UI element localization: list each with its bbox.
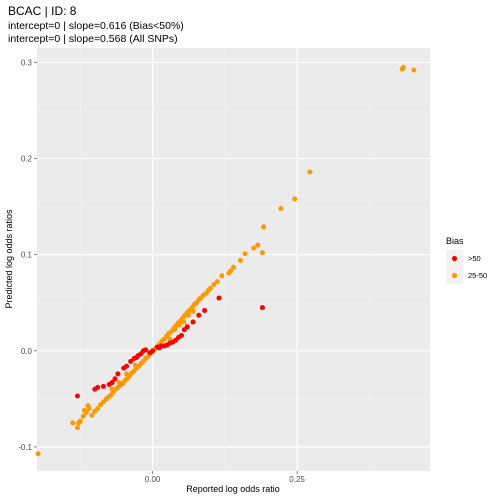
legend-key-25-50: [451, 272, 458, 279]
data-point-25-50: [132, 362, 138, 368]
data-point-25-50: [74, 425, 80, 431]
data-point-50: [196, 312, 202, 318]
data-point-25-50: [81, 407, 87, 413]
data-point-25-50: [70, 420, 76, 426]
data-point-50: [181, 327, 187, 333]
data-point-25-50: [214, 279, 220, 285]
data-point-50: [131, 356, 137, 362]
data-point-50: [259, 305, 265, 311]
data-point-25-50: [76, 420, 82, 426]
y-axis-ticks: -0.1 0.0 0.1 0.2 0.3: [18, 58, 37, 452]
data-point-50: [106, 381, 112, 387]
y-axis-label: Predicted log odds ratios: [4, 209, 14, 309]
data-point-25-50: [181, 319, 187, 325]
data-point-50: [216, 295, 222, 301]
data-point-25-50: [259, 250, 265, 256]
data-point-25-50: [92, 408, 98, 414]
data-point-50: [128, 358, 134, 364]
chart-subtitle-line-2: intercept=0 | slope=0.568 (All SNPs): [8, 33, 178, 45]
data-point-50: [190, 319, 196, 325]
x-axis-ticks: 0.00 0.25: [145, 471, 305, 484]
data-point-25-50: [242, 251, 248, 257]
data-points: [35, 64, 417, 457]
data-point-50: [154, 344, 160, 350]
data-point-25-50: [185, 312, 191, 318]
data-point-25-50: [251, 245, 257, 251]
data-point-50: [92, 386, 98, 392]
data-point-25-50: [80, 413, 86, 419]
data-point-25-50: [176, 322, 182, 328]
y-tick-label: 0.0: [21, 347, 33, 356]
y-tick-label: 0.3: [21, 58, 33, 67]
data-point-25-50: [116, 380, 122, 386]
data-point-25-50: [261, 224, 267, 230]
data-point-25-50: [211, 282, 217, 287]
data-point-25-50: [255, 242, 261, 248]
data-point-25-50: [400, 64, 406, 70]
x-tick-label: 0.25: [289, 475, 305, 484]
data-point-50: [100, 383, 106, 389]
data-point-50: [147, 350, 153, 356]
chart-title: BCAC | ID: 8: [8, 4, 77, 18]
data-point-25-50: [237, 257, 243, 263]
x-tick-label: 0.00: [145, 475, 161, 484]
y-tick-label: 0.1: [21, 251, 33, 260]
data-point-50: [121, 365, 127, 371]
data-point-25-50: [35, 451, 41, 457]
chart-subtitle-line-1: intercept=0 | slope=0.616 (Bias<50%): [8, 20, 184, 32]
data-point-25-50: [124, 371, 130, 377]
data-point-25-50: [172, 327, 178, 333]
legend-label-25-50: 25-50: [468, 271, 487, 280]
data-point-25-50: [190, 308, 196, 314]
data-point-50: [115, 371, 121, 377]
y-tick-label: 0.2: [21, 155, 33, 164]
data-point-25-50: [98, 402, 104, 408]
data-point-25-50: [109, 386, 115, 392]
data-point-50: [74, 393, 80, 399]
legend-key-over-50: [451, 255, 458, 262]
data-point-25-50: [226, 270, 232, 276]
data-point-25-50: [231, 264, 236, 270]
major-gridlines: [37, 48, 430, 471]
minor-gridlines: [37, 48, 430, 471]
data-point-25-50: [89, 412, 95, 418]
data-point-25-50: [307, 169, 313, 175]
data-point-25-50: [219, 273, 225, 279]
y-tick-label: -0.1: [18, 443, 32, 452]
data-point-25-50: [411, 67, 417, 73]
data-point-25-50: [85, 403, 91, 409]
data-point-25-50: [292, 196, 298, 202]
legend-title: Bias: [446, 236, 464, 246]
legend: Bias >50 25-50: [446, 236, 487, 284]
legend-label-over-50: >50: [468, 254, 481, 263]
data-point-50: [202, 307, 208, 313]
data-point-25-50: [278, 206, 284, 212]
x-axis-label: Reported log odds ratio: [186, 484, 280, 494]
data-point-50: [112, 376, 118, 382]
